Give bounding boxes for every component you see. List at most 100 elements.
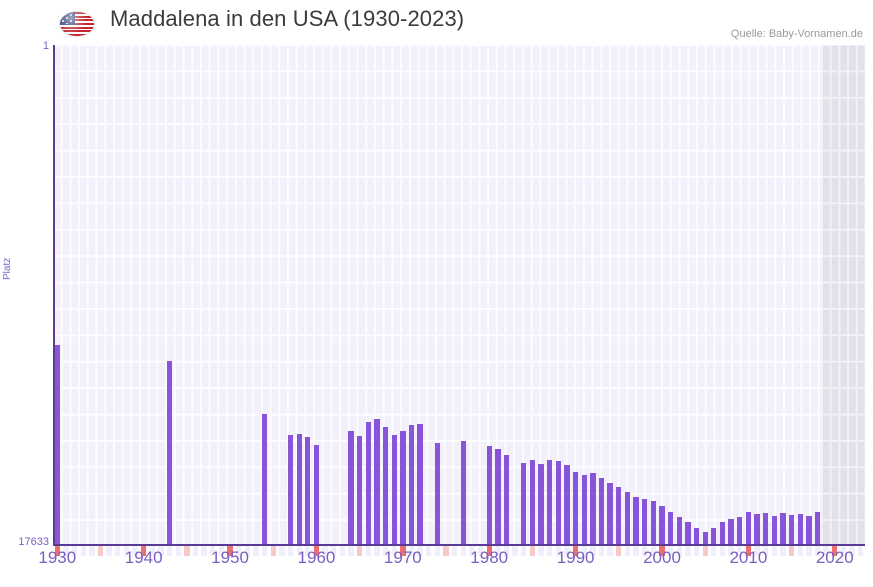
plot-region: [53, 45, 865, 545]
bar: [780, 513, 786, 545]
axis-marker: [840, 546, 847, 556]
axis-marker: [547, 546, 553, 556]
incomplete-data-band: [821, 45, 865, 545]
axis-marker: [365, 546, 371, 556]
bar: [693, 528, 700, 545]
axis-marker: [495, 546, 501, 556]
axis-marker: [728, 546, 734, 556]
axis-marker: [598, 546, 605, 556]
bar: [564, 465, 570, 545]
grid-lines: [53, 45, 865, 545]
axis-marker: [564, 546, 570, 556]
axis-marker: [529, 546, 536, 556]
x-tick-label: 1970: [383, 548, 422, 567]
bar: [391, 435, 397, 545]
bar: [434, 443, 441, 545]
bar: [719, 522, 726, 545]
bar: [572, 472, 579, 545]
x-tick-label: 1980: [470, 548, 509, 567]
axis-marker: [227, 546, 233, 556]
bar: [382, 427, 389, 545]
bar: [486, 446, 492, 545]
axis-marker: [806, 546, 812, 556]
axis-marker: [192, 546, 199, 556]
axis-marker: [737, 546, 743, 556]
axis-marker: [503, 546, 510, 556]
x-axis-markers: [53, 546, 865, 556]
bar: [408, 425, 415, 545]
axis-marker: [676, 546, 682, 556]
bar: [495, 449, 501, 545]
axis-marker: [693, 546, 700, 556]
bar: [261, 414, 268, 545]
bar: [555, 461, 561, 545]
axis-marker: [650, 546, 657, 556]
axis-marker: [313, 546, 320, 556]
axis-marker: [132, 546, 138, 556]
axis-marker: [115, 546, 121, 556]
axis-marker: [832, 546, 838, 556]
axis-marker: [443, 546, 449, 556]
bar: [642, 499, 648, 545]
bar: [356, 436, 363, 545]
axis-marker: [685, 546, 691, 556]
bar: [460, 441, 466, 545]
axis-marker: [719, 546, 726, 556]
axis-marker: [382, 546, 389, 556]
axis-marker: [149, 546, 155, 556]
page-title: Maddalena in den USA (1930-2023): [110, 6, 465, 31]
bar: [365, 422, 371, 545]
axis-marker: [184, 546, 190, 556]
axis-marker: [339, 546, 346, 556]
bar: [581, 475, 587, 545]
bar: [745, 512, 752, 545]
y-axis-top-label: 1: [42, 40, 49, 52]
axis-marker: [80, 546, 86, 556]
axis-marker: [71, 546, 78, 556]
axis-marker: [391, 546, 397, 556]
bar: [616, 487, 622, 545]
axis-marker: [408, 546, 415, 556]
bar: [296, 434, 302, 545]
bar: [676, 517, 682, 545]
axis-marker: [89, 546, 95, 556]
axis-marker: [667, 546, 674, 556]
axis-marker: [434, 546, 441, 556]
chart-header: Maddalena in den USA (1930-2023) Quelle:…: [0, 0, 873, 44]
axis-marker: [322, 546, 328, 556]
bar: [667, 512, 674, 545]
axis-marker: [54, 546, 60, 556]
x-tick-label: 2000: [643, 548, 681, 567]
bar: [400, 431, 406, 545]
axis-marker: [261, 546, 268, 556]
x-axis-line: [53, 544, 865, 546]
bar: [287, 435, 294, 545]
bar: [797, 514, 803, 545]
axis-marker: [754, 546, 760, 556]
y-axis-bottom-label: 17633: [18, 536, 49, 548]
axis-marker: [460, 546, 466, 556]
axis-marker: [166, 546, 173, 556]
bar: [529, 460, 536, 545]
x-tick-label: 1930: [38, 548, 77, 567]
axis-marker: [270, 546, 276, 556]
bar: [659, 506, 665, 545]
axis-marker: [201, 546, 207, 556]
y-axis-line: [53, 45, 55, 545]
bar: [305, 437, 311, 545]
bar: [590, 473, 596, 545]
axis-marker: [624, 546, 631, 556]
axis-marker: [572, 546, 579, 556]
axis-marker: [158, 546, 164, 556]
axis-marker: [633, 546, 639, 556]
bar: [374, 419, 380, 545]
bar: [166, 361, 173, 545]
axis-marker: [642, 546, 648, 556]
axis-marker: [218, 546, 225, 556]
axis-marker: [400, 546, 406, 556]
bar: [598, 478, 605, 545]
axis-marker: [426, 546, 432, 556]
bar: [737, 517, 743, 545]
axis-marker: [780, 546, 786, 556]
